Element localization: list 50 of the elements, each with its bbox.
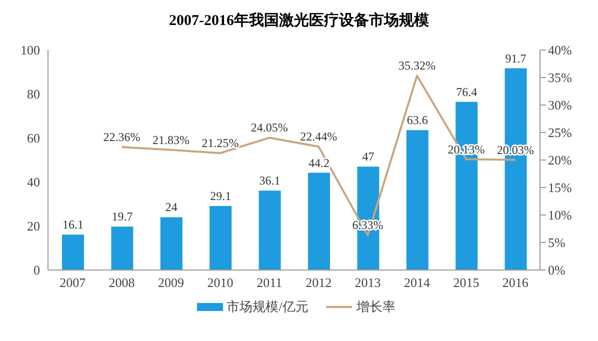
y2-tick-label: 5% (548, 235, 566, 250)
data-label: 19.7 (112, 210, 133, 224)
bar (111, 226, 134, 270)
data-label: 21.83% (152, 132, 190, 147)
y-tick-label: 80 (27, 86, 40, 102)
y2-tick-label: 40% (548, 42, 572, 58)
y-tick-label: 40 (27, 174, 40, 190)
x-tick-label: 2016 (502, 275, 529, 290)
x-tick-label: 2015 (453, 275, 480, 290)
y2-tick-label: 20% (548, 152, 572, 168)
y-tick-label: 20 (27, 218, 40, 234)
legend-label: 市场规模/亿元 (226, 298, 308, 316)
data-label: 22.36% (103, 130, 140, 144)
y-tick-label: 60 (27, 130, 40, 146)
bar (62, 234, 84, 270)
data-label: 22.44% (300, 130, 338, 144)
y-tick-label: 0 (34, 262, 40, 278)
y2-tick-label: 30% (548, 98, 572, 113)
x-tick-label: 2008 (108, 275, 135, 290)
bar (406, 130, 428, 270)
data-label: 29.1 (210, 188, 232, 203)
legend-label: 增长率 (356, 298, 396, 316)
bar (308, 172, 330, 270)
x-tick-label: 2013 (354, 275, 381, 290)
x-tick-label: 2014 (404, 275, 430, 290)
data-label: 76.4 (456, 84, 478, 99)
y-tick-label: 100 (20, 42, 40, 58)
bar (210, 206, 232, 270)
y2-tick-label: 35% (548, 70, 572, 86)
y2-tick-label: 10% (548, 208, 572, 223)
chart-title: 2007-2016年我国激光医疗设备市场规模 (168, 11, 430, 31)
x-tick-label: 2009 (158, 275, 184, 290)
data-label: 63.6 (406, 113, 428, 128)
data-label: 16.1 (62, 218, 84, 232)
x-tick-label: 2011 (256, 275, 282, 290)
bar (160, 217, 182, 270)
bar (258, 190, 281, 270)
x-tick-label: 2010 (207, 275, 234, 290)
data-label: 24.05% (250, 120, 288, 135)
x-tick-label: 2007 (60, 275, 86, 290)
data-label: 91.7 (505, 51, 526, 66)
data-label: 36.1 (259, 174, 280, 188)
y2-tick-label: 25% (548, 125, 572, 140)
data-label: 21.25% (202, 136, 239, 150)
y2-tick-label: 15% (548, 180, 572, 196)
data-label: 24 (165, 200, 178, 214)
x-tick-label: 2012 (306, 275, 332, 290)
data-label: 35.32% (398, 58, 436, 73)
data-label: 47 (362, 150, 374, 164)
y2-tick-label: 0% (548, 262, 566, 278)
